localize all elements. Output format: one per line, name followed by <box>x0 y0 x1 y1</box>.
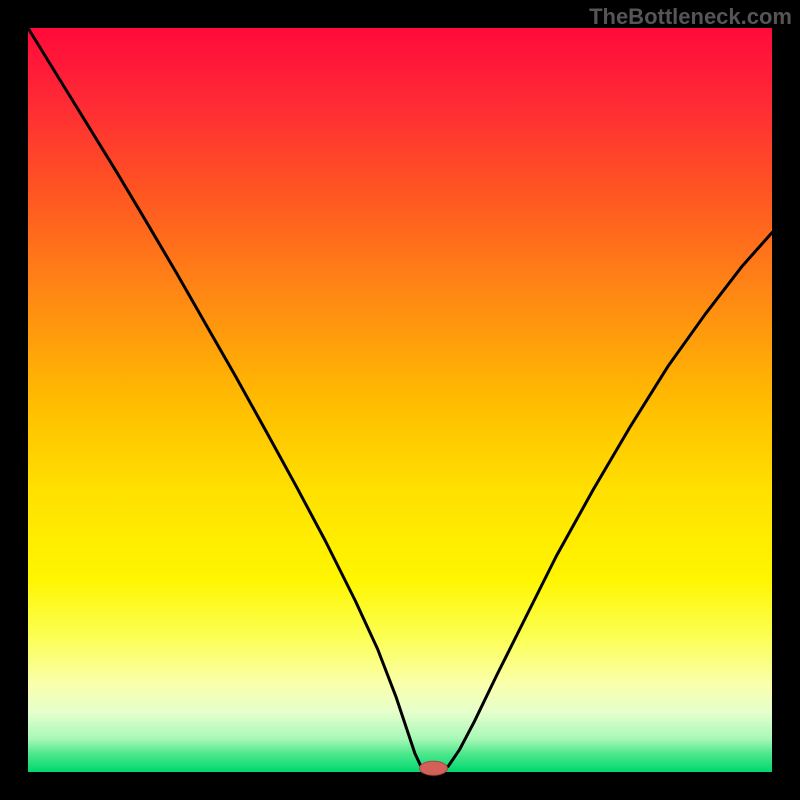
minimum-marker <box>419 761 447 775</box>
watermark-text: TheBottleneck.com <box>589 4 792 30</box>
chart-container: TheBottleneck.com <box>0 0 800 800</box>
bottleneck-chart <box>0 0 800 800</box>
chart-background <box>28 28 772 772</box>
